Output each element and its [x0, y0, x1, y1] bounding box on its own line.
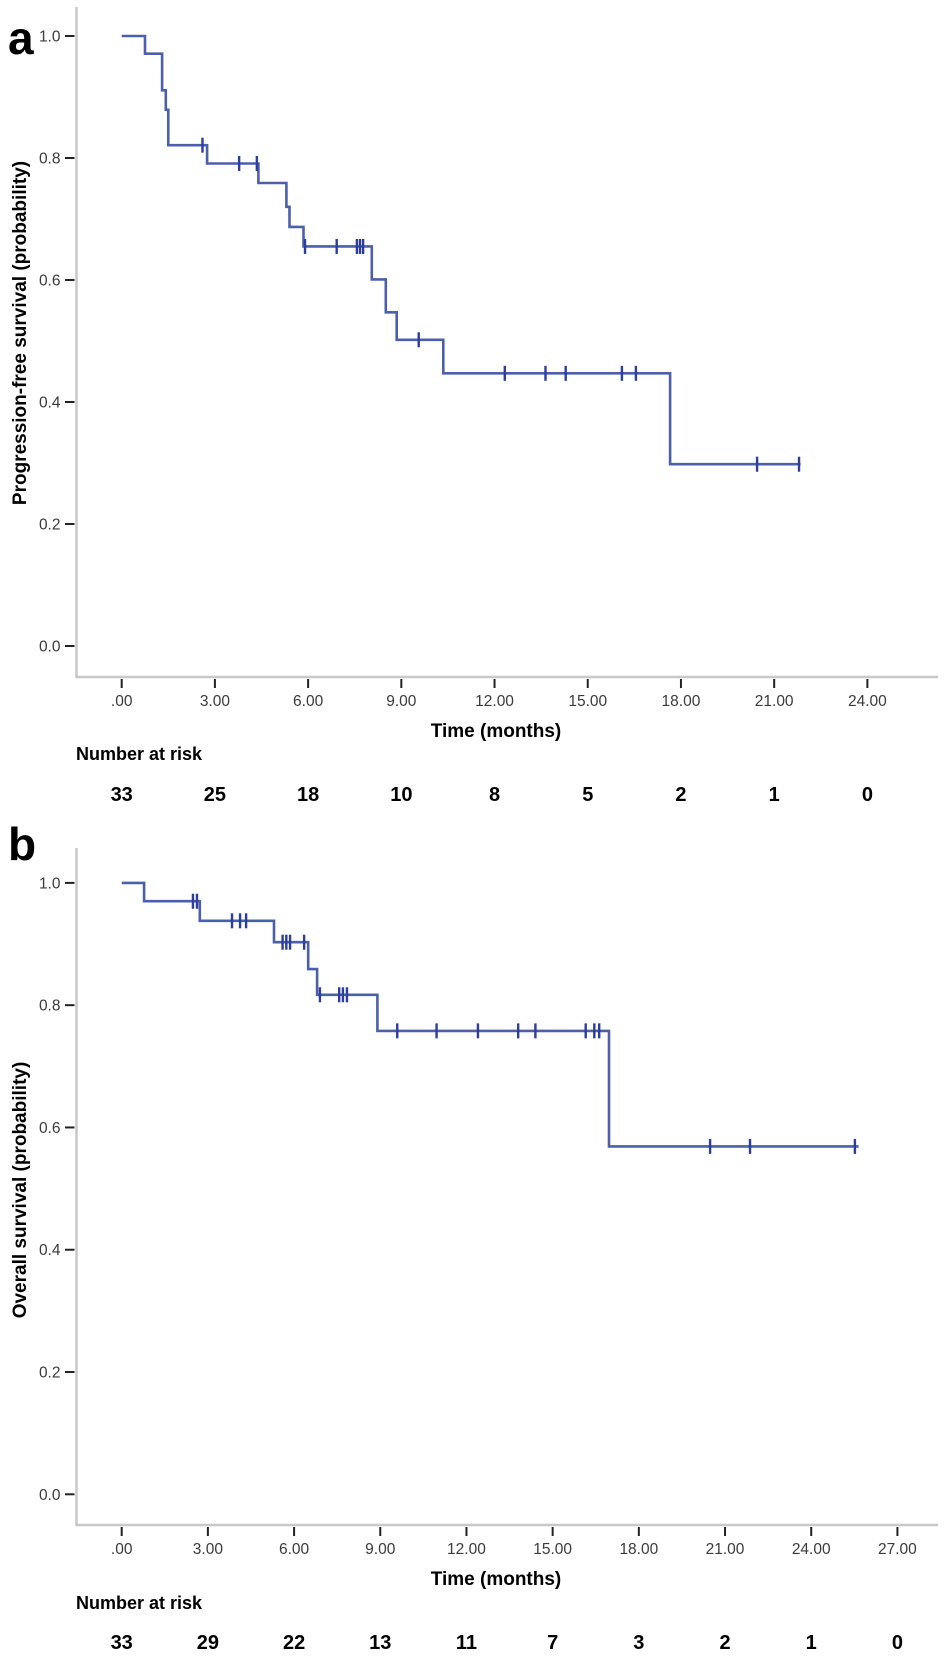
panel-b-chart: .00 3.00 6.00 9.00 12.00 15.00 18.00 21.00 24.00…	[39, 848, 938, 1654]
at-risk-count: 8	[489, 784, 500, 806]
x-tick-label: .00	[111, 1541, 133, 1558]
panel-a-letter: a	[8, 12, 34, 64]
at-risk-count: 2	[675, 784, 686, 806]
y-tick-label: 0.6	[39, 273, 61, 290]
panel-b-x-axis-title: Time (months)	[430, 1569, 562, 1590]
at-risk-count: 25	[204, 784, 226, 806]
x-tick-label: 3.00	[193, 1541, 224, 1558]
at-risk-count: 13	[369, 1632, 391, 1654]
y-tick-label: 0.4	[39, 395, 61, 412]
panel-b-letter: b	[8, 818, 37, 870]
at-risk-count: 29	[197, 1632, 219, 1654]
panel-a-chart: .00 3.00 6.00 9.00 12.00 15.00 18.00 21.00 24.00…	[39, 7, 938, 806]
y-tick-label: 0.2	[39, 517, 61, 534]
y-tick-label: 0.4	[39, 1242, 61, 1259]
x-tick-label: 24.00	[848, 693, 887, 710]
y-tick-label: 0.6	[39, 1120, 61, 1137]
at-risk-count: 33	[111, 1632, 133, 1654]
km-curve	[121, 34, 801, 466]
panel-a-number-at-risk-label: Number at risk	[76, 744, 203, 764]
axis-lines	[75, 7, 938, 679]
y-tick-label: 1.0	[39, 29, 61, 46]
at-risk-count: 7	[547, 1632, 558, 1654]
y-tick-label: 0.8	[39, 151, 61, 168]
at-risk-count: 0	[862, 784, 873, 806]
at-risk-count: 22	[283, 1632, 305, 1654]
at-risk-count: 2	[719, 1632, 730, 1654]
y-tick-label: 0.0	[39, 639, 61, 656]
x-tick-label: 15.00	[533, 1541, 572, 1558]
y-tick-label: 0.2	[39, 1365, 61, 1382]
x-tick-label: 6.00	[293, 693, 324, 710]
panel-b-number-at-risk-label: Number at risk	[76, 1593, 203, 1613]
x-tick-label: 21.00	[755, 693, 794, 710]
x-tick-label: 24.00	[792, 1541, 831, 1558]
at-risk-count: 33	[111, 784, 133, 806]
x-tick-label: 15.00	[568, 693, 607, 710]
x-tick-label: 12.00	[447, 1541, 486, 1558]
x-tick-label: 9.00	[386, 693, 417, 710]
km-curve	[121, 881, 859, 1148]
at-risk-count: 10	[390, 784, 412, 806]
x-tick-label: 18.00	[619, 1541, 658, 1558]
at-risk-count: 18	[297, 784, 319, 806]
at-risk-count: 5	[582, 784, 593, 806]
panel-b-y-axis-title: Overall survival (probability)	[10, 1061, 31, 1319]
x-tick-label: 21.00	[706, 1541, 745, 1558]
x-tick-label: 18.00	[662, 693, 701, 710]
x-tick-label: 27.00	[878, 1541, 917, 1558]
x-tick-label: 6.00	[279, 1541, 310, 1558]
y-tick-label: 1.0	[39, 875, 61, 892]
x-tick-label: .00	[111, 693, 133, 710]
at-risk-count: 1	[769, 784, 780, 806]
at-risk-count: 0	[892, 1632, 903, 1654]
at-risk-count: 3	[633, 1632, 644, 1654]
panel-a-y-axis-title: Progression-free survival (probability)	[10, 160, 31, 506]
at-risk-count: 1	[806, 1632, 817, 1654]
at-risk-count: 11	[456, 1632, 477, 1654]
axis-lines	[75, 848, 938, 1527]
x-tick-label: 12.00	[475, 693, 514, 710]
x-tick-label: 3.00	[200, 693, 231, 710]
panel-a-x-axis-title: Time (months)	[430, 721, 562, 742]
x-tick-label: 9.00	[365, 1541, 396, 1558]
y-tick-label: 0.0	[39, 1487, 61, 1504]
y-tick-label: 0.8	[39, 998, 61, 1015]
